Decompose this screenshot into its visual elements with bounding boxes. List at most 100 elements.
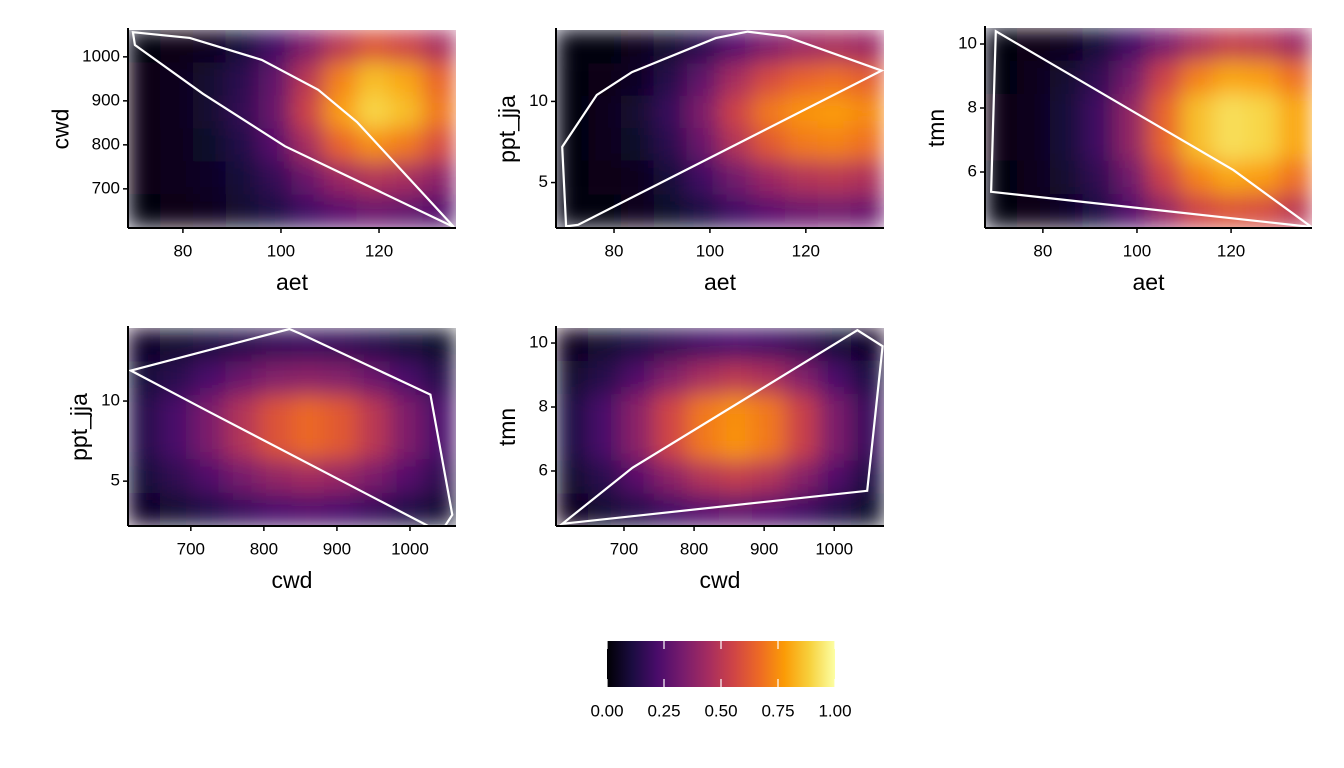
colorbar-label: 0.75	[761, 701, 794, 720]
heat-cell	[1246, 28, 1281, 62]
heat-cell	[752, 328, 787, 362]
heat-cell	[160, 194, 195, 228]
heat-cell	[588, 360, 623, 395]
heat-cell	[653, 95, 688, 130]
heat-cell	[653, 128, 688, 163]
heat-cell	[785, 394, 819, 429]
heat-cell	[389, 128, 424, 163]
heat-cell	[556, 394, 590, 429]
heat-cell	[1115, 160, 1150, 196]
heat-cell	[258, 427, 293, 462]
x-axis-title: cwd	[700, 567, 741, 593]
heat-cell	[719, 360, 754, 395]
heat-cell	[357, 427, 392, 462]
heat-cell	[422, 361, 456, 396]
heat-cell	[850, 427, 884, 462]
heat-cell	[752, 493, 787, 526]
heat-cell	[621, 394, 655, 429]
heat-cell	[389, 395, 424, 430]
x-tick-label: 80	[605, 241, 624, 260]
heat-cell	[850, 194, 884, 228]
heat-cell	[291, 395, 326, 430]
y-axis-title: ppt_jja	[494, 95, 520, 163]
heat-cell	[258, 30, 293, 64]
heat-cell	[850, 493, 884, 526]
heat-cell	[621, 160, 655, 195]
heat-cell	[389, 161, 424, 196]
heat-cell	[686, 328, 721, 362]
heat-cell	[1147, 28, 1182, 62]
heat-cell	[258, 459, 293, 494]
hull-outline	[558, 328, 884, 526]
colorbar-label: 0.00	[590, 701, 623, 720]
heat-cell	[621, 493, 655, 526]
heat-cell	[225, 62, 260, 97]
heat-cell	[1246, 60, 1281, 96]
heat-cell	[1115, 194, 1150, 228]
heat-cell	[1278, 160, 1312, 196]
heat-cell	[985, 28, 1019, 62]
heat-cell	[719, 160, 754, 195]
heat-cell	[225, 128, 260, 163]
heat-cell	[422, 95, 456, 130]
heat-cell	[128, 427, 162, 462]
heat-cell	[225, 161, 260, 196]
x-tick-label: 900	[750, 539, 778, 558]
heat-cell	[556, 160, 590, 195]
heat-cell	[323, 128, 358, 163]
heat-cell	[1016, 127, 1051, 163]
heat-cell	[422, 459, 456, 494]
x-tick-label: 1000	[391, 539, 429, 558]
x-tick-label: 900	[323, 539, 351, 558]
heat-cell	[752, 194, 787, 228]
heat-cell	[192, 361, 227, 396]
heat-cell	[1278, 28, 1312, 62]
heatmap-cells	[128, 30, 456, 228]
heat-cell	[556, 460, 590, 495]
heat-cell	[128, 194, 162, 228]
heat-cell	[356, 95, 391, 130]
hull-outline	[561, 30, 884, 228]
heat-cell	[686, 460, 721, 495]
heat-cell	[752, 63, 787, 98]
heat-cell	[686, 95, 721, 130]
heat-cell	[817, 63, 852, 98]
heat-cell	[719, 63, 754, 98]
heat-cell	[785, 460, 819, 495]
heat-cell	[817, 160, 852, 195]
y-tick-label: 10	[529, 333, 548, 352]
heat-cell	[686, 63, 721, 98]
x-axis-title: cwd	[272, 567, 313, 593]
heat-cell	[128, 395, 162, 430]
heat-cell	[752, 394, 787, 429]
heat-cell	[1246, 127, 1281, 163]
heat-cell	[850, 63, 884, 98]
heat-cell	[588, 427, 623, 462]
heat-cell	[686, 128, 721, 163]
heat-cell	[1180, 93, 1215, 129]
heat-cell	[1049, 28, 1084, 62]
heat-cell	[128, 459, 162, 494]
heat-cell	[1082, 160, 1117, 196]
heat-cell	[389, 95, 424, 130]
heat-cell	[1213, 160, 1248, 196]
heat-cell	[1147, 160, 1182, 196]
heat-cell	[588, 394, 623, 429]
heat-cell	[160, 95, 195, 130]
x-tick-label: 800	[680, 539, 708, 558]
heat-cell	[128, 128, 162, 163]
heat-cell	[225, 459, 260, 494]
heat-cell	[159, 361, 194, 396]
y-axis-title: tmn	[494, 408, 520, 446]
heat-cell	[389, 62, 424, 97]
heat-cell	[1082, 127, 1117, 163]
heat-cell	[291, 361, 326, 396]
heat-cell	[1213, 60, 1248, 96]
heat-cell	[1049, 160, 1084, 196]
y-tick-label: 700	[92, 178, 120, 197]
heatmap	[556, 30, 884, 228]
heat-cell	[1016, 60, 1051, 96]
heat-cell	[192, 30, 227, 64]
heat-cell	[225, 361, 260, 396]
